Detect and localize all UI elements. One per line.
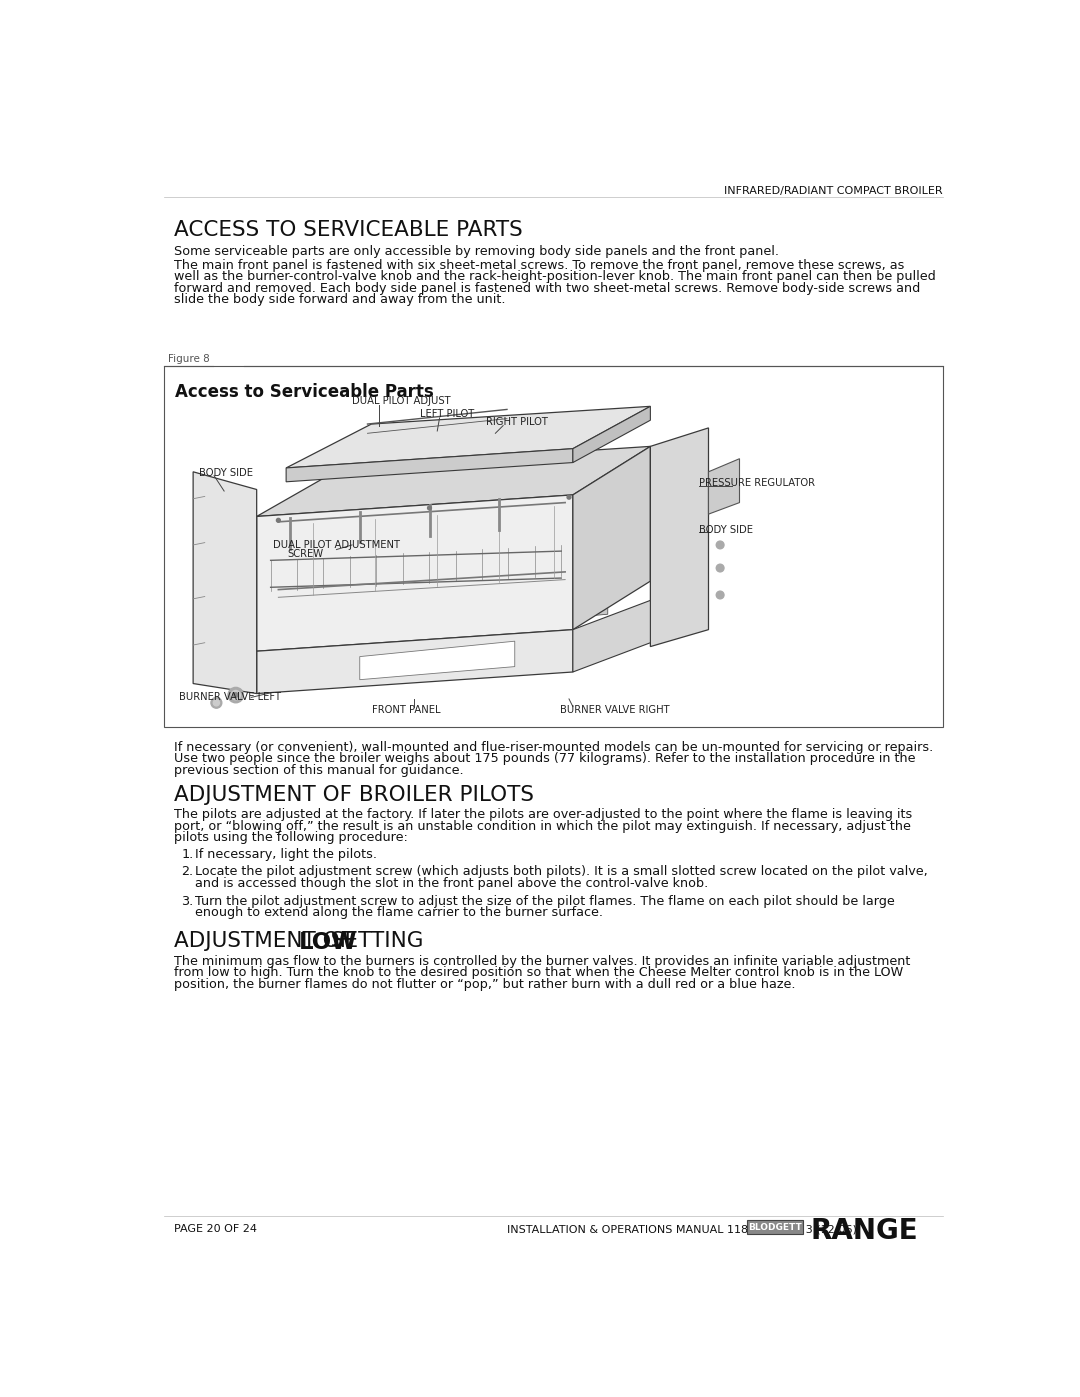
Text: ACCESS TO SERVICEABLE PARTS: ACCESS TO SERVICEABLE PARTS xyxy=(174,219,523,240)
Text: slide the body side forward and away from the unit.: slide the body side forward and away fro… xyxy=(174,293,505,306)
Text: RIGHT PILOT: RIGHT PILOT xyxy=(486,416,548,426)
Text: BLODGETT: BLODGETT xyxy=(748,1222,802,1232)
Text: ADJUSTMENT OF BROILER PILOTS: ADJUSTMENT OF BROILER PILOTS xyxy=(174,785,534,805)
Polygon shape xyxy=(572,407,650,462)
Polygon shape xyxy=(360,641,515,680)
Text: BODY SIDE: BODY SIDE xyxy=(199,468,253,478)
Circle shape xyxy=(228,687,243,703)
Polygon shape xyxy=(257,495,572,651)
Bar xyxy=(747,1220,804,1234)
Text: If necessary, light the pilots.: If necessary, light the pilots. xyxy=(195,848,377,862)
Circle shape xyxy=(231,690,241,700)
Polygon shape xyxy=(708,458,740,514)
Polygon shape xyxy=(572,601,650,672)
Text: The main front panel is fastened with six sheet-metal screws. To remove the fron: The main front panel is fastened with si… xyxy=(174,258,904,271)
Circle shape xyxy=(428,506,431,510)
Polygon shape xyxy=(193,472,257,693)
Text: Access to Serviceable Parts: Access to Serviceable Parts xyxy=(175,383,434,401)
Text: RANGE: RANGE xyxy=(811,1217,918,1245)
Text: Some serviceable parts are only accessible by removing body side panels and the : Some serviceable parts are only accessib… xyxy=(174,244,779,257)
Text: enough to extend along the flame carrier to the burner surface.: enough to extend along the flame carrier… xyxy=(195,907,604,919)
Text: Figure 8: Figure 8 xyxy=(168,353,211,365)
Circle shape xyxy=(211,697,221,708)
Polygon shape xyxy=(572,447,650,630)
Text: If necessary (or convenient), wall-mounted and flue-riser-mounted models can be : If necessary (or convenient), wall-mount… xyxy=(174,740,933,753)
Text: 2.: 2. xyxy=(181,865,193,879)
Text: The minimum gas flow to the burners is controlled by the burner valves. It provi: The minimum gas flow to the burners is c… xyxy=(174,954,910,968)
Text: SCREW: SCREW xyxy=(287,549,323,559)
Text: Turn the pilot adjustment screw to adjust the size of the pilot flames. The flam: Turn the pilot adjustment screw to adjus… xyxy=(195,894,895,908)
Text: 1.: 1. xyxy=(181,848,193,862)
Polygon shape xyxy=(257,630,572,693)
Text: LOW: LOW xyxy=(299,932,357,954)
Text: SETTING: SETTING xyxy=(324,932,423,951)
Text: BURNER VALVE LEFT: BURNER VALVE LEFT xyxy=(179,693,281,703)
Circle shape xyxy=(567,496,571,499)
Text: PAGE 20 OF 24: PAGE 20 OF 24 xyxy=(174,1224,257,1234)
Polygon shape xyxy=(306,507,608,640)
Circle shape xyxy=(716,564,724,571)
Circle shape xyxy=(276,518,281,522)
Text: DUAL PILOT ADJUSTMENT: DUAL PILOT ADJUSTMENT xyxy=(273,539,400,550)
Polygon shape xyxy=(650,427,708,647)
Bar xyxy=(164,366,943,726)
Text: from low to high. Turn the knob to the desired position so that when the Cheese : from low to high. Turn the knob to the d… xyxy=(174,967,903,979)
Text: previous section of this manual for guidance.: previous section of this manual for guid… xyxy=(174,764,463,777)
Text: well as the burner-control-valve knob and the rack-height-position-lever knob. T: well as the burner-control-valve knob an… xyxy=(174,270,935,284)
Text: BURNER VALVE RIGHT: BURNER VALVE RIGHT xyxy=(559,705,670,715)
Text: FRONT PANEL: FRONT PANEL xyxy=(372,705,441,715)
Circle shape xyxy=(213,700,219,705)
Text: and is accessed though the slot in the front panel above the control-valve knob.: and is accessed though the slot in the f… xyxy=(195,877,708,890)
Polygon shape xyxy=(286,448,572,482)
Text: ADJUSTMENT OF: ADJUSTMENT OF xyxy=(174,932,359,951)
Polygon shape xyxy=(257,447,650,517)
Text: position, the burner flames do not flutter or “pop,” but rather burn with a dull: position, the burner flames do not flutt… xyxy=(174,978,795,990)
Text: BODY SIDE: BODY SIDE xyxy=(699,524,753,535)
Text: pilots using the following procedure:: pilots using the following procedure: xyxy=(174,831,407,844)
Text: Use two people since the broiler weighs about 175 pounds (77 kilograms). Refer t: Use two people since the broiler weighs … xyxy=(174,752,915,766)
Text: The pilots are adjusted at the factory. If later the pilots are over-adjusted to: The pilots are adjusted at the factory. … xyxy=(174,809,912,821)
Text: LEFT PILOT: LEFT PILOT xyxy=(420,409,474,419)
Text: forward and removed. Each body side panel is fastened with two sheet-metal screw: forward and removed. Each body side pane… xyxy=(174,282,920,295)
Text: port, or “blowing off,” the result is an unstable condition in which the pilot m: port, or “blowing off,” the result is an… xyxy=(174,820,910,833)
Circle shape xyxy=(233,693,238,697)
Polygon shape xyxy=(286,407,650,468)
Text: INFRARED/RADIANT COMPACT BROILER: INFRARED/RADIANT COMPACT BROILER xyxy=(724,186,943,196)
Text: 3.: 3. xyxy=(181,894,193,908)
Circle shape xyxy=(716,591,724,599)
Text: DUAL PILOT ADJUST: DUAL PILOT ADJUST xyxy=(352,395,450,407)
Text: INSTALLATION & OPERATIONS MANUAL 1186529 REV 3 (12/06): INSTALLATION & OPERATIONS MANUAL 1186529… xyxy=(507,1224,856,1234)
Text: PRESSURE REGULATOR: PRESSURE REGULATOR xyxy=(699,478,815,489)
Text: Locate the pilot adjustment screw (which adjusts both pilots). It is a small slo: Locate the pilot adjustment screw (which… xyxy=(195,865,928,879)
Circle shape xyxy=(716,541,724,549)
